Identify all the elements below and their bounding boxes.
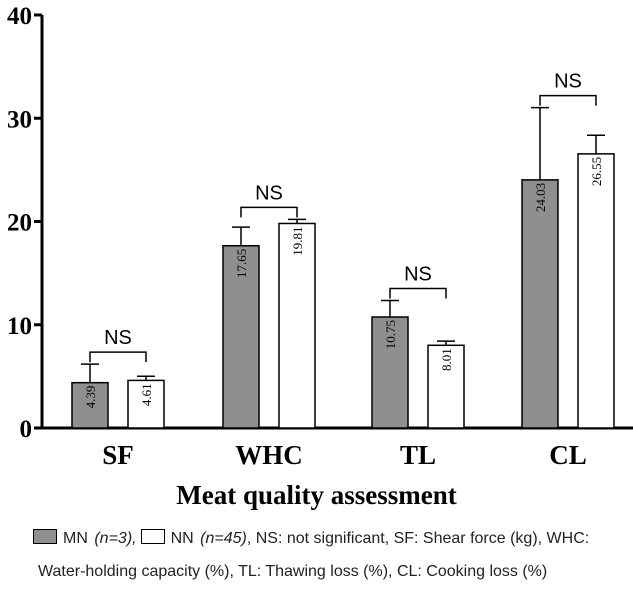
bar [71, 381, 109, 429]
bar [427, 344, 465, 429]
significance-bracket [389, 287, 447, 299]
bar [521, 179, 559, 429]
bar [127, 379, 165, 429]
x-tick-label: WHC [235, 440, 303, 470]
significance-label: NS [554, 71, 582, 93]
y-tick-label: 20 [7, 210, 32, 237]
significance-bracket [539, 94, 597, 106]
legend-n-mn: (n=3), [94, 530, 137, 547]
y-tick-label: 0 [20, 416, 33, 443]
data-label: 8.01 [439, 348, 454, 371]
significance-label: NS [104, 327, 132, 349]
x-axis-title: Meat quality assessment [176, 480, 457, 510]
bar [371, 316, 409, 429]
y-tick-label: 30 [7, 106, 32, 133]
significance-label: NS [404, 263, 432, 285]
legend: MN (n=3), NN (n=45), NS: not significant,… [0, 520, 633, 590]
data-label: 4.61 [139, 383, 154, 406]
y-tick-label: 40 [7, 3, 32, 30]
significance-label: NS [255, 182, 283, 204]
x-tick-label: TL [400, 440, 436, 470]
legend-abbreviations-1: , NS: not significant, SF: Shear force (… [246, 530, 590, 547]
significance-bracket [240, 206, 298, 218]
data-label: 19.81 [290, 226, 305, 255]
bar [278, 222, 316, 429]
bar [222, 245, 260, 429]
legend-swatch-nn [140, 529, 165, 544]
legend-n-nn: (n=45) [200, 530, 247, 547]
legend-line-2: Water-holding capacity (%), TL: Thawing … [38, 563, 548, 580]
data-label: 24.03 [533, 183, 548, 212]
data-label: 26.55 [589, 157, 604, 186]
legend-line-1: MN (n=3), NN (n=45), NS: not significant,… [3, 529, 589, 548]
legend-label-mn: MN [63, 530, 88, 547]
x-tick-label: SF [102, 440, 134, 470]
data-label: 17.65 [234, 249, 249, 278]
significance-bracket [89, 351, 147, 363]
data-label: 4.39 [83, 386, 98, 409]
data-label: 10.75 [383, 320, 398, 349]
x-tick-label: CL [549, 440, 587, 470]
legend-swatch-mn [33, 529, 57, 544]
bar-chart: 0 10 20 30 40 SF 4.39 4.61 NS WHC 17.65 19.81 NS TL 10… [7, 3, 633, 470]
y-tick-label: 10 [7, 313, 32, 340]
legend-label-nn: NN [170, 530, 194, 547]
bar [577, 153, 615, 429]
